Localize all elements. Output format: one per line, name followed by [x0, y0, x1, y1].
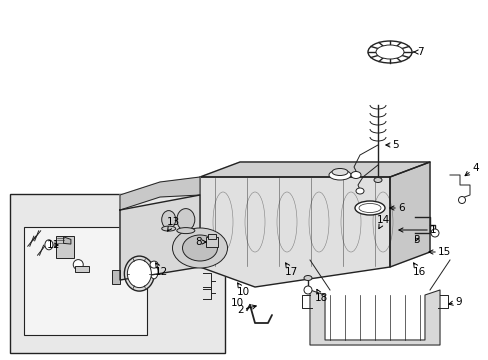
Text: 5: 5 — [385, 140, 398, 150]
Bar — [112, 270, 120, 284]
Ellipse shape — [45, 240, 53, 250]
Ellipse shape — [373, 177, 381, 183]
Bar — [24, 227, 146, 335]
Polygon shape — [200, 177, 389, 287]
Text: 14: 14 — [376, 215, 389, 229]
Text: 10: 10 — [230, 298, 243, 308]
Text: 7: 7 — [413, 47, 423, 57]
Text: 17: 17 — [285, 263, 298, 277]
Ellipse shape — [304, 286, 311, 294]
Bar — [56, 236, 74, 258]
Ellipse shape — [328, 170, 350, 180]
Ellipse shape — [150, 265, 158, 279]
Ellipse shape — [172, 228, 227, 268]
Text: 2: 2 — [237, 305, 256, 315]
Text: 16: 16 — [412, 263, 426, 277]
Polygon shape — [200, 162, 429, 177]
Polygon shape — [120, 177, 200, 210]
Bar — [75, 266, 89, 272]
Polygon shape — [63, 237, 71, 244]
Ellipse shape — [367, 41, 411, 63]
Bar — [10, 194, 224, 353]
Ellipse shape — [304, 275, 311, 280]
Ellipse shape — [177, 228, 194, 234]
Polygon shape — [120, 195, 200, 280]
Ellipse shape — [358, 203, 380, 212]
Ellipse shape — [375, 45, 403, 59]
Ellipse shape — [331, 168, 347, 175]
Text: 6: 6 — [389, 203, 404, 213]
Polygon shape — [309, 290, 439, 345]
Ellipse shape — [150, 261, 158, 268]
Ellipse shape — [177, 208, 194, 231]
Text: 1: 1 — [398, 225, 436, 235]
Ellipse shape — [162, 226, 175, 231]
Ellipse shape — [458, 197, 465, 203]
Ellipse shape — [430, 229, 438, 237]
Ellipse shape — [124, 256, 154, 291]
Text: 9: 9 — [448, 297, 461, 307]
Polygon shape — [389, 162, 429, 267]
Text: 15: 15 — [428, 247, 450, 257]
Ellipse shape — [127, 260, 151, 288]
Text: 8: 8 — [195, 237, 206, 247]
Text: 10: 10 — [237, 283, 250, 297]
Ellipse shape — [350, 171, 360, 179]
Ellipse shape — [182, 235, 217, 261]
Text: 11: 11 — [47, 240, 60, 250]
Ellipse shape — [73, 260, 83, 270]
Text: 3: 3 — [412, 235, 418, 245]
Ellipse shape — [355, 188, 363, 194]
Bar — [165, 211, 179, 229]
Text: 4: 4 — [464, 163, 478, 176]
Ellipse shape — [354, 201, 384, 215]
Bar — [207, 234, 216, 239]
Text: 18: 18 — [314, 289, 327, 303]
Text: 13: 13 — [167, 217, 180, 231]
Bar — [205, 237, 218, 247]
Bar — [181, 208, 199, 231]
Ellipse shape — [162, 211, 175, 229]
Text: 12: 12 — [155, 263, 168, 277]
